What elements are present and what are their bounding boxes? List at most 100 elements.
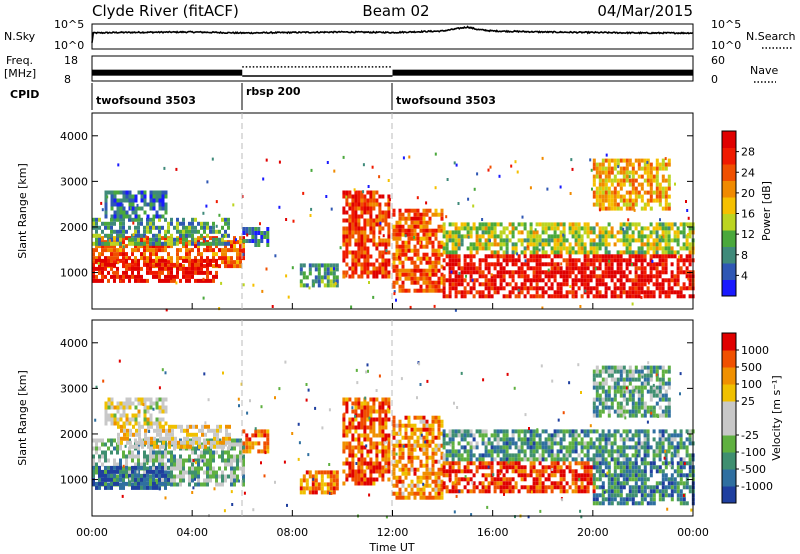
power-cell-2	[107, 225, 110, 230]
velocity-cell-7	[431, 487, 435, 492]
power-cell-7	[401, 228, 405, 233]
velocity-cell-0	[203, 458, 206, 463]
velocity-cell-0	[113, 462, 116, 467]
velocity-cell-4	[257, 429, 261, 434]
power-cell-8	[568, 242, 572, 247]
velocity-cell-8	[634, 457, 638, 462]
velocity-cell-9	[454, 473, 458, 478]
power-cell-7	[431, 252, 435, 257]
velocity-cell-4	[251, 441, 255, 446]
velocity-cell-6	[372, 481, 376, 486]
velocity-cell-1	[92, 469, 95, 474]
power-cell-3	[140, 190, 144, 195]
power-cell-9	[643, 258, 647, 263]
power-cell-9	[526, 278, 530, 283]
power-cell-2	[110, 217, 113, 222]
velocity-cell-6	[348, 417, 352, 422]
velocity-cell-8	[472, 437, 476, 442]
velocity-cell-0	[173, 454, 176, 459]
power-cell-9	[586, 294, 590, 299]
power-cell-2	[188, 221, 191, 226]
power-cell-8	[592, 238, 596, 243]
power-cell-0	[170, 256, 173, 261]
power-cell-2	[155, 241, 158, 246]
power-cell-7	[440, 240, 444, 245]
power-scatter-cell	[599, 208, 601, 212]
power-cell-5	[317, 275, 321, 280]
velocity-cell-7	[407, 423, 411, 428]
velocity-cell-0	[197, 466, 200, 471]
velocity-cell-6	[345, 445, 349, 450]
velocity-cell-6	[354, 477, 358, 482]
power-cell-10	[601, 190, 605, 195]
velocity-cell-2	[153, 428, 156, 433]
velocity-cell-3	[113, 405, 117, 410]
velocity-cell-8	[508, 441, 512, 446]
power-cell-3	[137, 214, 141, 219]
power-cell-7	[407, 244, 411, 249]
power-cell-8	[550, 222, 554, 227]
power-cell-1	[170, 278, 173, 283]
velocity-cell-9	[469, 461, 473, 466]
power-cell-2	[212, 225, 215, 230]
velocity-cell-0	[101, 438, 104, 443]
power-cell-8	[487, 230, 491, 235]
power-cell-9	[568, 274, 572, 279]
velocity-cell-6	[351, 421, 355, 426]
power-colorbar-tick-4: 20	[741, 187, 755, 200]
power-cell-6	[381, 254, 385, 259]
velocity-cell-8	[670, 437, 674, 442]
velocity-cell-6	[372, 397, 376, 402]
velocity-cell-2	[228, 432, 231, 437]
power-cell-0	[158, 248, 161, 253]
velocity-cell-0	[95, 446, 98, 451]
beam-title: Beam 02	[362, 2, 429, 20]
velocity-cell-8	[544, 457, 548, 462]
power-cell-9	[610, 274, 614, 279]
power-cell-8	[592, 226, 596, 231]
velocity-cell-0	[170, 470, 173, 475]
power-cell-5	[317, 263, 321, 268]
velocity-cell-8	[685, 453, 689, 458]
power-cell-8	[502, 250, 506, 255]
power-cell-10	[604, 178, 608, 183]
velocity-cell-8	[631, 437, 635, 442]
velocity-cell-3	[110, 417, 114, 422]
velocity-cell-3	[146, 405, 150, 410]
velocity-cell-8	[505, 429, 509, 434]
power-scatter-cell	[108, 239, 111, 243]
velocity-cell-7	[428, 491, 432, 496]
velocity-cell-2	[147, 424, 150, 429]
velocity-cell-7	[401, 435, 405, 440]
power-cell-8	[445, 238, 449, 243]
velocity-cell-4	[266, 445, 270, 450]
velocity-cell-8	[613, 429, 617, 434]
power-cell-9	[529, 294, 533, 299]
velocity-cell-6	[357, 425, 361, 430]
velocity-cell-0	[182, 470, 185, 475]
power-cell-7	[437, 224, 441, 229]
velocity-cell-0	[170, 482, 173, 487]
velocity-cell-0	[200, 458, 203, 463]
velocity-cell-5	[332, 474, 336, 479]
velocity-cell-2	[198, 440, 201, 445]
velocity-cell-0	[128, 470, 131, 475]
power-cell-9	[649, 290, 653, 295]
velocity-cell-8	[637, 437, 641, 442]
velocity-cell-8	[667, 445, 671, 450]
velocity-cell-0	[242, 458, 245, 463]
power-cell-2	[170, 233, 173, 238]
power-cell-9	[454, 286, 458, 291]
power-cell-0	[119, 252, 122, 257]
power-cell-9	[604, 258, 608, 263]
power-cell-9	[457, 274, 461, 279]
velocity-cell-1	[107, 473, 110, 478]
power-cell-9	[574, 294, 578, 299]
power-cell-7	[419, 216, 423, 221]
power-cell-10	[628, 198, 632, 203]
velocity-cell-3	[128, 401, 132, 406]
power-cell-1	[116, 270, 119, 275]
power-cell-0	[161, 244, 164, 249]
power-cell-5	[326, 271, 330, 276]
velocity-cell-8	[604, 449, 608, 454]
